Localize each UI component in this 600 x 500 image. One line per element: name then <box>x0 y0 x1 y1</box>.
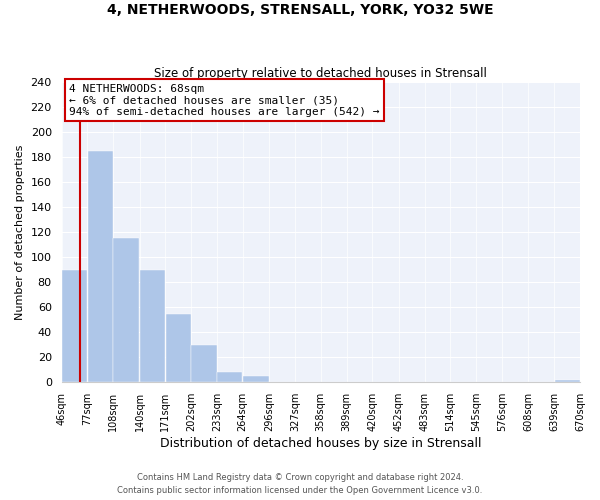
Title: Size of property relative to detached houses in Strensall: Size of property relative to detached ho… <box>154 66 487 80</box>
Bar <box>217 372 242 382</box>
Bar <box>140 270 165 382</box>
Bar <box>166 314 191 382</box>
Text: Contains HM Land Registry data © Crown copyright and database right 2024.
Contai: Contains HM Land Registry data © Crown c… <box>118 474 482 495</box>
Bar <box>62 270 87 382</box>
Text: 4 NETHERWOODS: 68sqm
← 6% of detached houses are smaller (35)
94% of semi-detach: 4 NETHERWOODS: 68sqm ← 6% of detached ho… <box>70 84 380 117</box>
Bar <box>243 376 269 382</box>
X-axis label: Distribution of detached houses by size in Strensall: Distribution of detached houses by size … <box>160 437 482 450</box>
Bar <box>113 238 139 382</box>
Bar <box>554 380 580 382</box>
Bar <box>88 151 113 382</box>
Y-axis label: Number of detached properties: Number of detached properties <box>15 144 25 320</box>
Bar <box>191 345 217 383</box>
Text: 4, NETHERWOODS, STRENSALL, YORK, YO32 5WE: 4, NETHERWOODS, STRENSALL, YORK, YO32 5W… <box>107 2 493 16</box>
